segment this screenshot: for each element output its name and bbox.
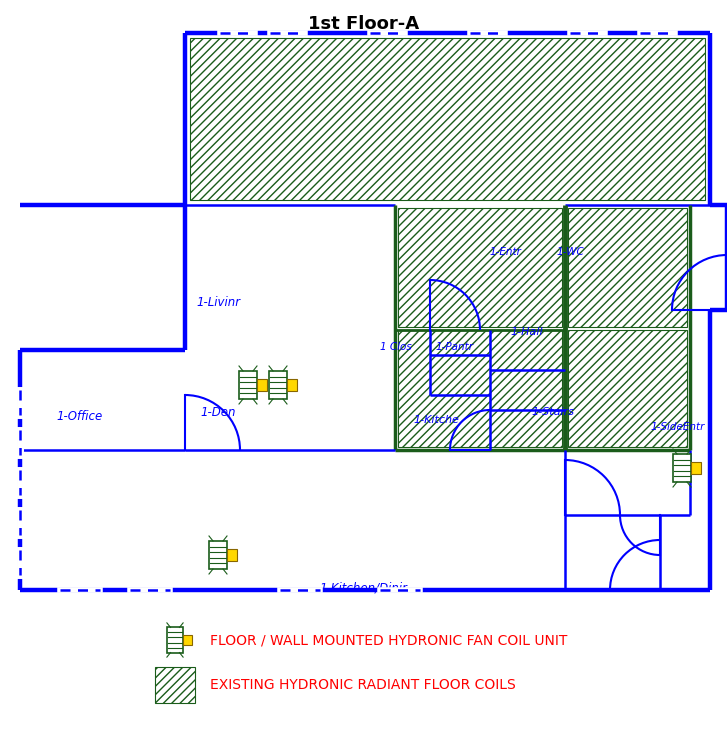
Text: EXISTING HYDRONIC RADIANT FLOOR COILS: EXISTING HYDRONIC RADIANT FLOOR COILS (210, 678, 515, 692)
Text: 1-Kitche: 1-Kitche (413, 415, 459, 425)
Text: 1-Entr: 1-Entr (489, 247, 521, 257)
Bar (398, 208, 562, 327)
Bar (269, 371, 287, 399)
Bar (209, 541, 227, 569)
Bar (239, 371, 257, 399)
Bar (568, 208, 687, 327)
Text: 1-Stairs: 1-Stairs (531, 407, 574, 418)
Bar (691, 462, 701, 474)
Bar (568, 330, 687, 447)
Text: 1-Livinr: 1-Livinr (196, 296, 240, 310)
Text: 1-Den: 1-Den (201, 406, 236, 419)
Bar (673, 454, 691, 482)
Text: 1-SideEntr: 1-SideEntr (651, 422, 705, 432)
Bar (167, 627, 183, 653)
Bar (190, 38, 705, 200)
Text: 1-WC: 1-WC (557, 247, 585, 257)
Bar (287, 379, 297, 391)
Text: 1-Pantr: 1-Pantr (435, 342, 473, 352)
Text: 1-Hall: 1-Hall (511, 327, 543, 337)
Bar (257, 379, 267, 391)
Text: FLOOR / WALL MOUNTED HYDRONIC FAN COIL UNIT: FLOOR / WALL MOUNTED HYDRONIC FAN COIL U… (210, 633, 567, 647)
Bar (398, 330, 562, 447)
Bar (155, 667, 195, 703)
Text: 1-Office: 1-Office (57, 410, 103, 423)
Text: 1 Clos: 1 Clos (380, 342, 412, 352)
Text: 1st Floor-A: 1st Floor-A (308, 15, 419, 33)
Text: 1-Kitchen/Dinir: 1-Kitchen/Dinir (319, 581, 408, 594)
Bar (227, 549, 237, 561)
Bar (183, 634, 192, 645)
